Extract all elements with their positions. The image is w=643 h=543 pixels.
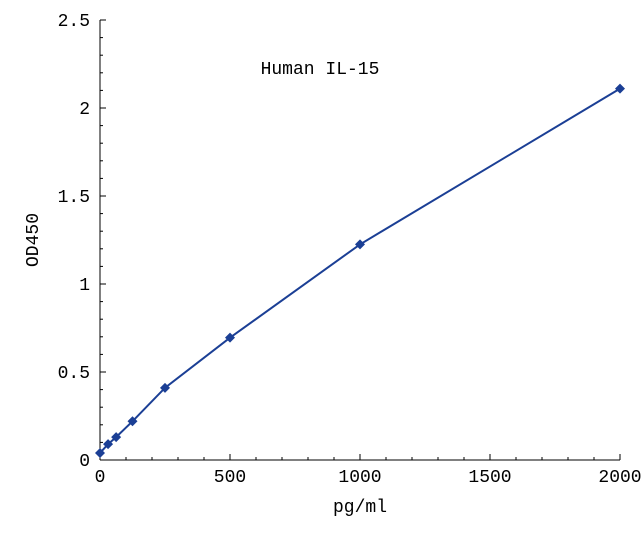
x-axis-label: pg/ml — [333, 498, 387, 518]
chart-title: Human IL-15 — [261, 60, 380, 80]
x-tick-label: 1500 — [468, 468, 511, 488]
y-tick-label: 1.5 — [58, 188, 90, 208]
y-tick-label: 0.5 — [58, 364, 90, 384]
y-axis-label: OD450 — [24, 213, 44, 267]
od450-line-chart: 0 500 1000 1500 2000 0 0.5 1 1.5 2 2.5 pg/ml OD450 Hu… — [0, 0, 643, 543]
x-tick-label: 2000 — [598, 468, 641, 488]
x-tick-label: 500 — [214, 468, 246, 488]
y-tick-label: 0 — [79, 452, 90, 472]
x-tick-label: 0 — [95, 468, 106, 488]
x-tick-label: 1000 — [338, 468, 381, 488]
y-tick-label: 2.5 — [58, 12, 90, 32]
y-tick-label: 2 — [79, 100, 90, 120]
chart-container: 0 500 1000 1500 2000 0 0.5 1 1.5 2 2.5 pg/ml OD450 Hu… — [0, 0, 643, 543]
y-tick-label: 1 — [79, 276, 90, 296]
